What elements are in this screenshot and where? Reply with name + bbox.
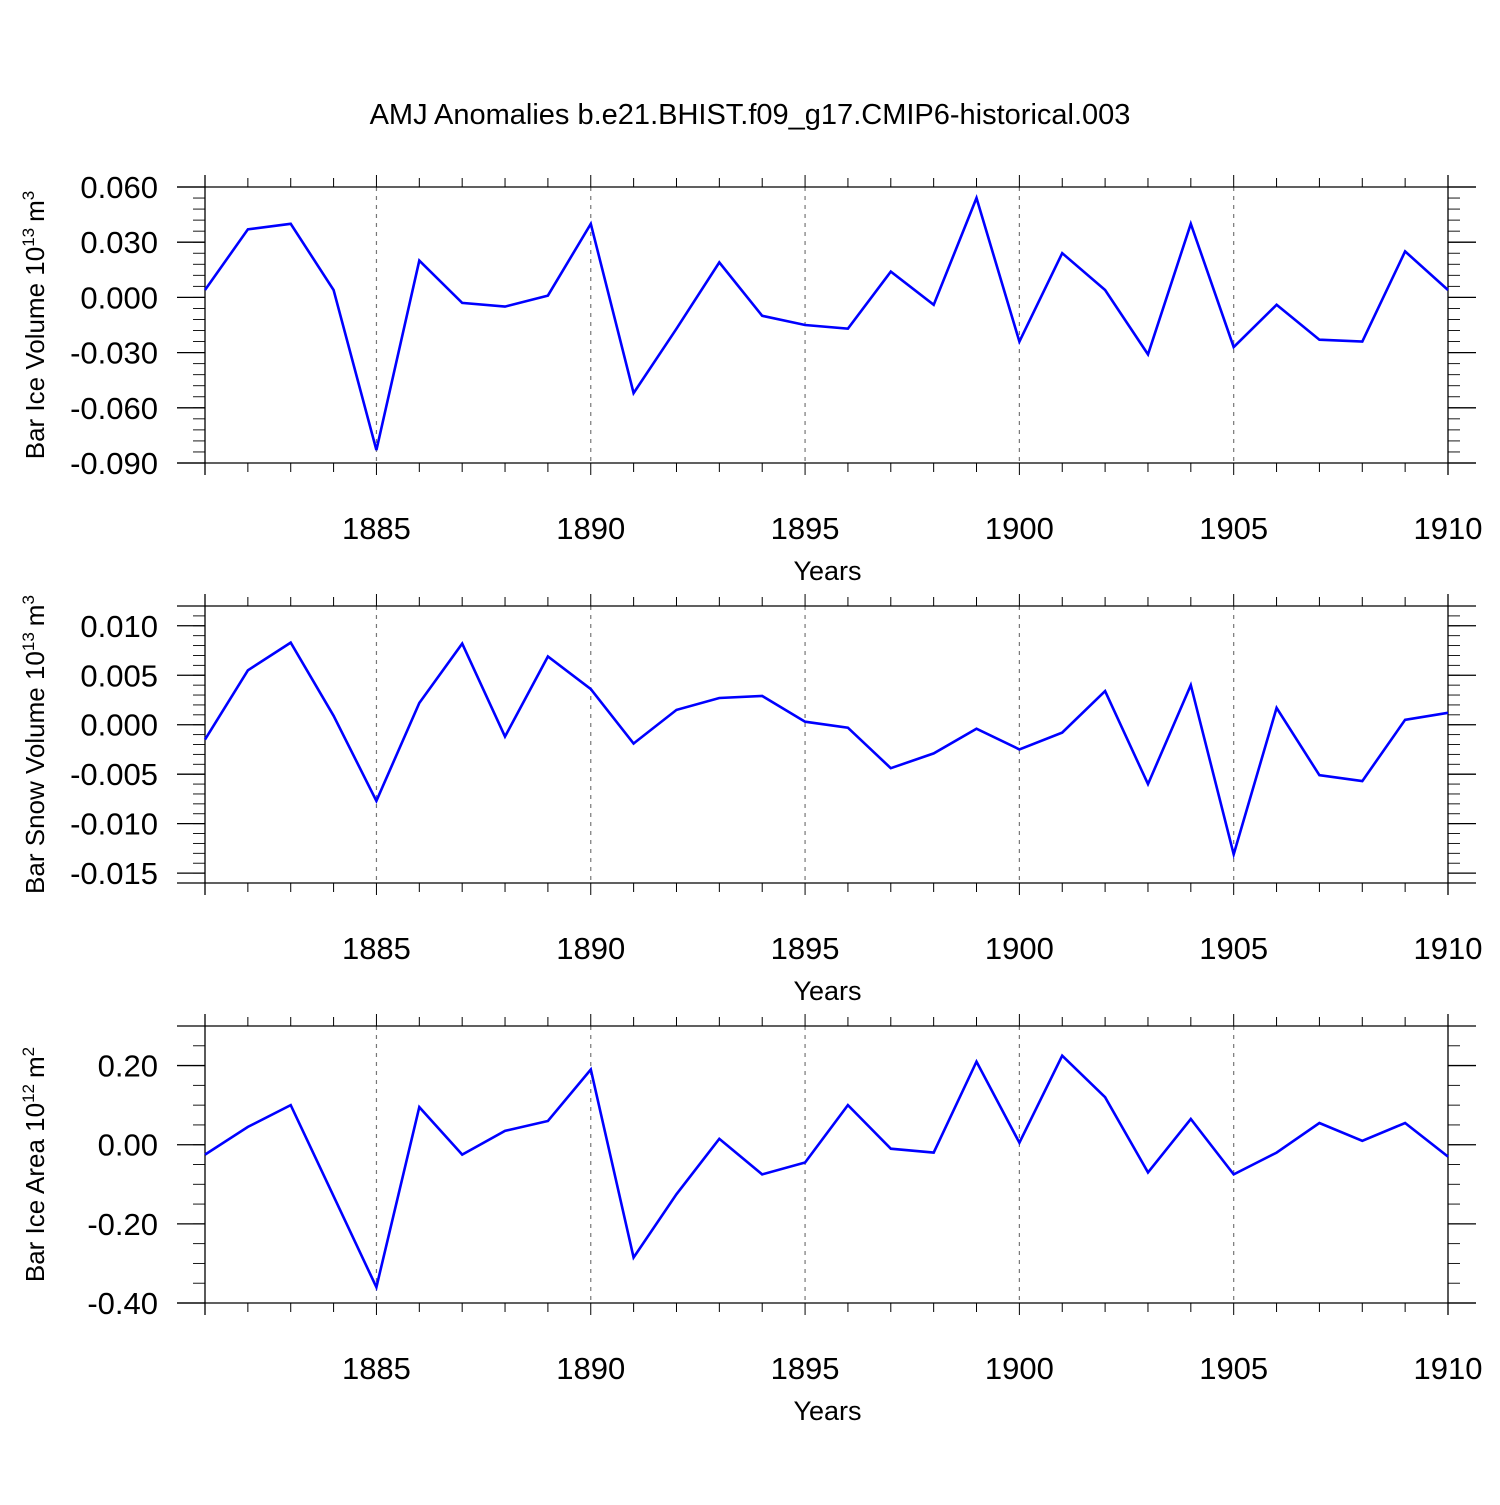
x-tick-label: 1910 (1414, 1351, 1483, 1386)
y-axis-label-unit-exponent: 3 (19, 191, 38, 200)
panel-2: 0.010 0.005 0.000 -0.005 -0.010 -0.015 1885 189… (19, 594, 1482, 1006)
x-tick-label: 1885 (342, 1351, 411, 1386)
series-line (203, 640, 1449, 860)
x-tick-label: 1905 (1199, 511, 1268, 546)
y-tick-label: -0.030 (70, 336, 158, 371)
y-tick-label: 0.000 (80, 708, 158, 743)
y-tick-label: -0.40 (87, 1286, 158, 1321)
y-tick-label: -0.005 (70, 757, 158, 792)
y-tick-label: 0.000 (80, 280, 158, 315)
x-tick-label: 1900 (985, 511, 1054, 546)
x-axis-label: Years (793, 556, 861, 586)
y-axis-label-exponent: 12 (19, 1084, 38, 1103)
y-axis-label: Bar Ice Area 1012 m2 (19, 1047, 50, 1282)
x-tick-label: 1905 (1199, 1351, 1268, 1386)
y-tick-label: 0.060 (80, 170, 158, 205)
x-tick-label: 1910 (1414, 931, 1483, 966)
y-axis-label-unit: m (20, 1056, 50, 1078)
y-tick-label: -0.010 (70, 807, 158, 842)
x-tick-label: 1900 (985, 931, 1054, 966)
x-tick-label: 1890 (556, 1351, 625, 1386)
y-axis-label-text: Bar Snow Volume 10 (20, 651, 50, 894)
y-axis-label-text: Bar Ice Area 10 (20, 1103, 50, 1282)
x-tick-label: 1895 (771, 1351, 840, 1386)
y-axis-label-unit-exponent: 2 (19, 1047, 38, 1056)
y-tick-label: 0.005 (80, 658, 158, 693)
y-tick-label: 0.010 (80, 609, 158, 644)
y-axis-label-unit: m (20, 605, 50, 627)
y-axis-label-text: Bar Ice Volume 10 (20, 247, 50, 459)
panel-1: 0.060 0.030 0.000 -0.030 -0.060 -0.090 1885 189… (19, 170, 1482, 586)
y-axis-label-unit: m (20, 200, 50, 222)
x-tick-label: 1885 (342, 931, 411, 966)
x-tick-label: 1900 (985, 1351, 1054, 1386)
series-line (204, 1053, 1449, 1292)
x-tick-label: 1895 (771, 931, 840, 966)
chart-title: AMJ Anomalies b.e21.BHIST.f09_g17.CMIP6-… (370, 99, 1131, 131)
y-tick-label: -0.20 (87, 1207, 158, 1242)
y-tick-label: 0.00 (98, 1128, 158, 1163)
y-tick-label: 0.20 (98, 1049, 158, 1084)
y-tick-label: -0.090 (70, 446, 158, 481)
x-axis-label: Years (793, 976, 861, 1006)
y-axis-label-exponent: 13 (19, 228, 38, 247)
x-tick-label: 1890 (556, 931, 625, 966)
y-tick-label: -0.060 (70, 391, 158, 426)
y-axis-label: Bar Ice Volume 1013 m3 (19, 191, 50, 460)
x-axis-label: Years (793, 1396, 861, 1426)
x-tick-label: 1895 (771, 511, 840, 546)
x-tick-label: 1905 (1199, 931, 1268, 966)
y-tick-label: -0.015 (70, 856, 158, 891)
x-tick-label: 1885 (342, 511, 411, 546)
x-tick-label: 1890 (556, 511, 625, 546)
x-tick-label: 1910 (1414, 511, 1483, 546)
y-axis-label-unit-exponent: 3 (19, 595, 38, 604)
y-tick-label: 0.030 (80, 225, 158, 260)
y-axis-label: Bar Snow Volume 1013 m3 (19, 595, 50, 894)
series-line (203, 194, 1449, 451)
y-axis-label-exponent: 13 (19, 632, 38, 651)
panel-3: 0.20 0.00 -0.20 -0.40 1885 1890 1895 1900 1905 19… (19, 1014, 1482, 1426)
